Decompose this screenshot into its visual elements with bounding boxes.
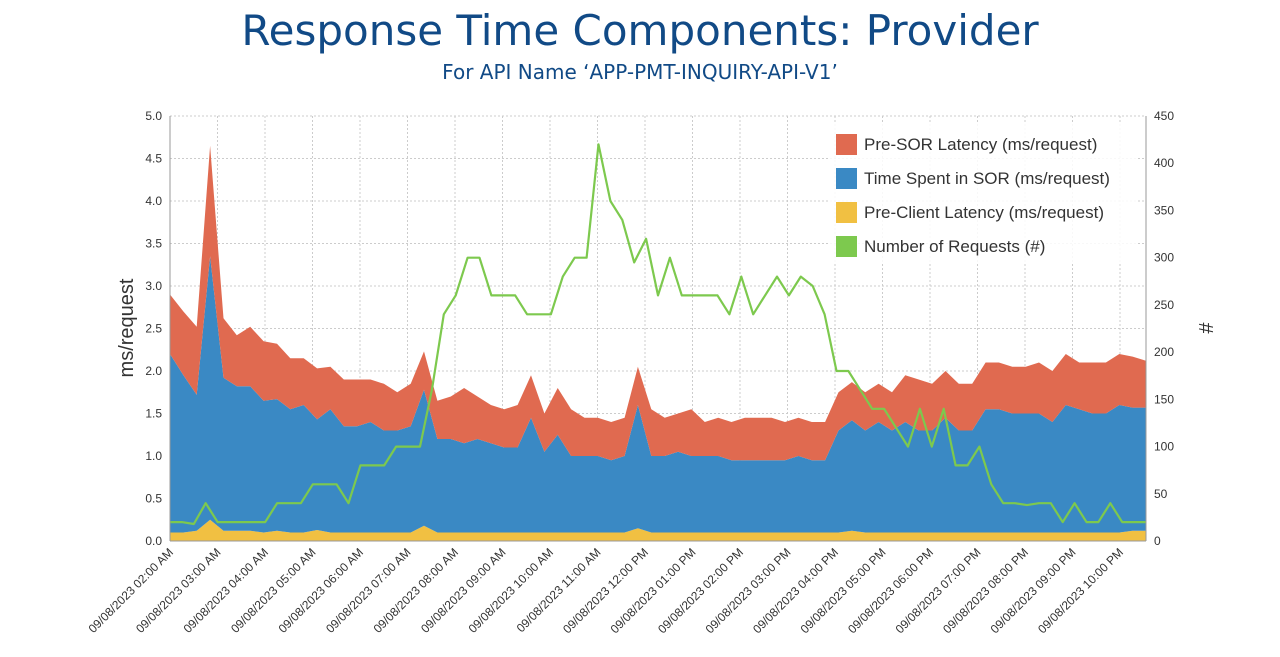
legend-swatch <box>836 134 857 155</box>
legend: Pre-SOR Latency (ms/request) Time Spent i… <box>828 122 1136 262</box>
y-axis-label: ms/request <box>116 278 138 377</box>
y2-tick-label: 400 <box>1154 156 1174 170</box>
stacked-areas <box>170 145 1146 541</box>
y-tick-label: 4.5 <box>145 152 162 166</box>
x-tick-label: 09/08/2023 02:00 PM <box>655 545 746 636</box>
requests-line <box>170 143 1146 526</box>
x-tick-label: 09/08/2023 06:00 AM <box>276 545 367 636</box>
x-tick-label: 09/08/2023 10:00 AM <box>466 545 557 636</box>
x-tick-label: 09/08/2023 05:00 AM <box>228 545 319 636</box>
y-tick-label: 3.0 <box>145 279 162 293</box>
y2-tick-label: 250 <box>1154 298 1174 312</box>
pre-sor-latency-area <box>170 145 1146 461</box>
y-tick-label: 3.5 <box>145 237 162 251</box>
page-subtitle: For API Name ‘APP-PMT-INQUIRY-API-V1’ <box>442 60 838 84</box>
y2-tick-label: 50 <box>1154 487 1168 501</box>
x-tick-label: 09/08/2023 08:00 AM <box>371 545 462 636</box>
y-tick-label: 5.0 <box>145 109 162 123</box>
x-tick-label: 09/08/2023 07:00 AM <box>323 545 414 636</box>
x-tick-label: 09/08/2023 04:00 PM <box>750 545 841 636</box>
y-tick-label: 1.0 <box>145 449 162 463</box>
x-tick-label: 09/08/2023 01:00 PM <box>608 545 699 636</box>
legend-swatch <box>836 168 857 189</box>
x-tick-label: 09/08/2023 03:00 AM <box>133 545 224 636</box>
legend-label: Pre-Client Latency (ms/request) <box>864 203 1104 222</box>
legend-swatch <box>836 236 857 257</box>
x-tick-label: 09/08/2023 06:00 PM <box>845 545 936 636</box>
legend-label: Pre-SOR Latency (ms/request) <box>864 135 1097 154</box>
pre-client-latency-area <box>170 519 1146 541</box>
y2-tick-label: 200 <box>1154 345 1174 359</box>
y2-tick-label: 0 <box>1154 534 1161 548</box>
x-tick-label: 09/08/2023 07:00 PM <box>893 545 984 636</box>
x-tick-label: 09/08/2023 05:00 PM <box>798 545 889 636</box>
x-tick-label: 09/08/2023 12:00 PM <box>560 545 651 636</box>
legend-label: Time Spent in SOR (ms/request) <box>864 169 1110 188</box>
time-spent-in-sor-area <box>170 256 1146 533</box>
y2-tick-label: 350 <box>1154 203 1174 217</box>
y-tick-label: 0.5 <box>145 492 162 506</box>
x-tick-label: 09/08/2023 02:00 AM <box>86 545 177 636</box>
y-tick-label: 1.5 <box>145 407 162 421</box>
y2-tick-label: 150 <box>1154 392 1174 406</box>
y-tick-label: 0.0 <box>145 534 162 548</box>
y2-tick-label: 450 <box>1154 109 1174 123</box>
x-tick-label: 09/08/2023 10:00 PM <box>1035 545 1126 636</box>
y-tick-label: 2.0 <box>145 364 162 378</box>
page-title: Response Time Components: Provider <box>241 6 1039 55</box>
number-of-requests-line <box>170 143 1146 526</box>
y2-tick-label: 300 <box>1154 251 1174 265</box>
y-tick-label: 4.0 <box>145 194 162 208</box>
x-tick-label: 09/08/2023 09:00 PM <box>988 545 1079 636</box>
y2-tick-label: 100 <box>1154 440 1174 454</box>
y-tick-label: 2.5 <box>145 322 162 336</box>
y2-axis-label: # <box>1194 322 1216 334</box>
x-tick-label: 09/08/2023 09:00 AM <box>418 545 509 636</box>
legend-swatch <box>836 202 857 223</box>
x-tick-label: 09/08/2023 11:00 AM <box>514 545 604 635</box>
x-tick-label: 09/08/2023 04:00 AM <box>181 545 272 636</box>
legend-box <box>828 122 1136 262</box>
x-tick-label: 09/08/2023 03:00 PM <box>703 545 794 636</box>
legend-label: Number of Requests (#) <box>864 237 1045 256</box>
x-tick-label: 09/08/2023 08:00 PM <box>940 545 1031 636</box>
